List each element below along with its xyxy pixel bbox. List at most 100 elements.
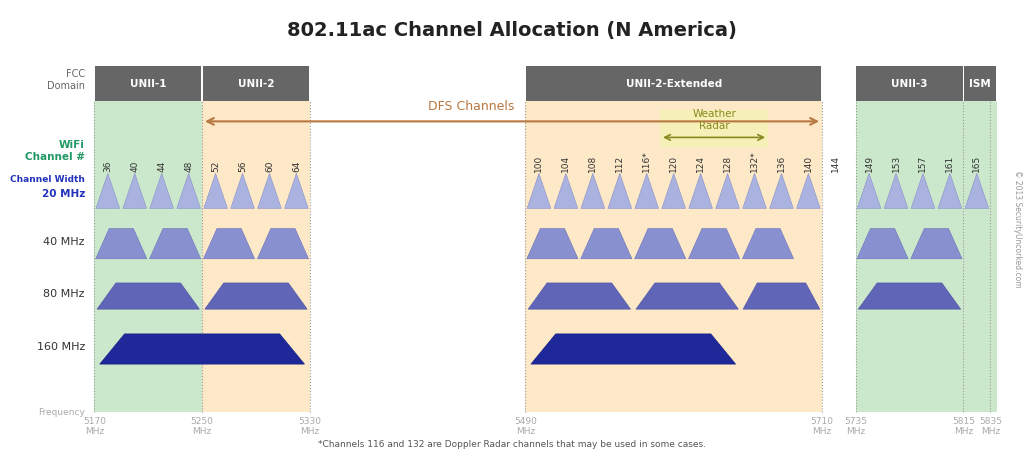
Polygon shape bbox=[527, 173, 551, 208]
Polygon shape bbox=[554, 173, 578, 208]
Text: 802.11ac Channel Allocation (N America): 802.11ac Channel Allocation (N America) bbox=[287, 21, 737, 39]
Text: 5835
MHz: 5835 MHz bbox=[979, 417, 1001, 436]
Polygon shape bbox=[797, 173, 820, 208]
Bar bbox=[94, 101, 310, 412]
Bar bbox=[856, 101, 997, 412]
Polygon shape bbox=[911, 173, 935, 208]
Bar bbox=[95, 66, 202, 101]
Text: 5735
MHz: 5735 MHz bbox=[844, 417, 867, 436]
Polygon shape bbox=[857, 173, 881, 208]
Polygon shape bbox=[938, 173, 962, 208]
Polygon shape bbox=[965, 173, 989, 208]
Text: 5710
MHz: 5710 MHz bbox=[810, 417, 834, 436]
Text: 36: 36 bbox=[103, 160, 113, 172]
Text: 140: 140 bbox=[804, 155, 813, 172]
Polygon shape bbox=[716, 173, 739, 208]
Polygon shape bbox=[635, 173, 658, 208]
Text: 160 MHz: 160 MHz bbox=[37, 342, 85, 352]
Polygon shape bbox=[205, 283, 307, 309]
Text: 165: 165 bbox=[973, 154, 981, 172]
Text: 60: 60 bbox=[265, 160, 274, 172]
Text: 108: 108 bbox=[589, 154, 597, 172]
Text: UNII-1: UNII-1 bbox=[130, 79, 167, 88]
Polygon shape bbox=[97, 283, 200, 309]
Text: UNII-2-Extended: UNII-2-Extended bbox=[626, 79, 722, 88]
Bar bbox=[964, 66, 996, 101]
Polygon shape bbox=[635, 229, 686, 259]
Polygon shape bbox=[742, 173, 766, 208]
Polygon shape bbox=[689, 173, 713, 208]
Text: 153: 153 bbox=[892, 154, 900, 172]
Text: 5250
MHz: 5250 MHz bbox=[190, 417, 214, 436]
Bar bbox=[822, 101, 856, 412]
Polygon shape bbox=[884, 173, 908, 208]
Polygon shape bbox=[608, 173, 632, 208]
Polygon shape bbox=[636, 283, 738, 309]
Polygon shape bbox=[857, 229, 908, 259]
Polygon shape bbox=[743, 283, 820, 309]
Text: 136: 136 bbox=[777, 154, 786, 172]
Polygon shape bbox=[526, 229, 578, 259]
Text: *Channels 116 and 132 are Doppler Radar channels that may be used in some cases.: *Channels 116 and 132 are Doppler Radar … bbox=[318, 440, 706, 449]
Text: 64: 64 bbox=[292, 160, 301, 172]
Polygon shape bbox=[150, 229, 201, 259]
Bar bbox=[203, 66, 309, 101]
Polygon shape bbox=[123, 173, 146, 208]
Text: 104: 104 bbox=[561, 155, 570, 172]
Text: UNII-2: UNII-2 bbox=[238, 79, 274, 88]
Polygon shape bbox=[230, 173, 254, 208]
Text: 100: 100 bbox=[535, 154, 544, 172]
Polygon shape bbox=[662, 173, 685, 208]
Polygon shape bbox=[285, 173, 308, 208]
Polygon shape bbox=[528, 283, 631, 309]
Text: 161: 161 bbox=[945, 154, 954, 172]
Polygon shape bbox=[258, 173, 282, 208]
Polygon shape bbox=[204, 229, 255, 259]
Text: Frequency: Frequency bbox=[38, 408, 85, 417]
Polygon shape bbox=[581, 229, 632, 259]
Polygon shape bbox=[581, 173, 605, 208]
Bar bbox=[660, 110, 768, 147]
Polygon shape bbox=[742, 229, 794, 259]
Text: FCC
Domain: FCC Domain bbox=[47, 69, 85, 91]
Text: 56: 56 bbox=[238, 160, 247, 172]
Text: 144: 144 bbox=[830, 155, 840, 172]
Text: 116*: 116* bbox=[642, 150, 651, 172]
Polygon shape bbox=[95, 229, 146, 259]
Text: 48: 48 bbox=[184, 160, 194, 172]
Polygon shape bbox=[96, 173, 120, 208]
Text: 40 MHz: 40 MHz bbox=[43, 237, 85, 246]
Polygon shape bbox=[858, 283, 961, 309]
Polygon shape bbox=[99, 334, 304, 364]
Text: 120: 120 bbox=[670, 155, 678, 172]
Text: WiFi
Channel #: WiFi Channel # bbox=[25, 140, 85, 162]
Bar bbox=[310, 101, 525, 412]
Text: 112: 112 bbox=[615, 155, 625, 172]
Text: 157: 157 bbox=[919, 154, 928, 172]
Text: 5330
MHz: 5330 MHz bbox=[298, 417, 322, 436]
Text: 5170
MHz: 5170 MHz bbox=[83, 417, 105, 436]
Text: 40: 40 bbox=[130, 160, 139, 172]
Text: 132*: 132* bbox=[750, 150, 759, 172]
Text: DFS Channels: DFS Channels bbox=[428, 100, 515, 113]
Text: 149: 149 bbox=[864, 155, 873, 172]
Polygon shape bbox=[530, 334, 735, 364]
Text: ISM: ISM bbox=[970, 79, 991, 88]
Text: 5490
MHz: 5490 MHz bbox=[514, 417, 537, 436]
Polygon shape bbox=[910, 229, 962, 259]
Text: 20 MHz: 20 MHz bbox=[42, 189, 85, 198]
Text: 80 MHz: 80 MHz bbox=[43, 289, 85, 299]
Text: 128: 128 bbox=[723, 155, 732, 172]
Bar bbox=[856, 66, 963, 101]
Polygon shape bbox=[150, 173, 173, 208]
Text: UNII-3: UNII-3 bbox=[891, 79, 928, 88]
Polygon shape bbox=[770, 173, 794, 208]
Polygon shape bbox=[688, 229, 739, 259]
Text: © 2013 SecurityUncorked.com: © 2013 SecurityUncorked.com bbox=[1013, 170, 1022, 288]
Polygon shape bbox=[257, 229, 308, 259]
Text: 52: 52 bbox=[211, 160, 220, 172]
Polygon shape bbox=[177, 173, 201, 208]
Polygon shape bbox=[204, 173, 227, 208]
Text: 5815
MHz: 5815 MHz bbox=[952, 417, 975, 436]
Text: Channel Width: Channel Width bbox=[10, 175, 85, 184]
